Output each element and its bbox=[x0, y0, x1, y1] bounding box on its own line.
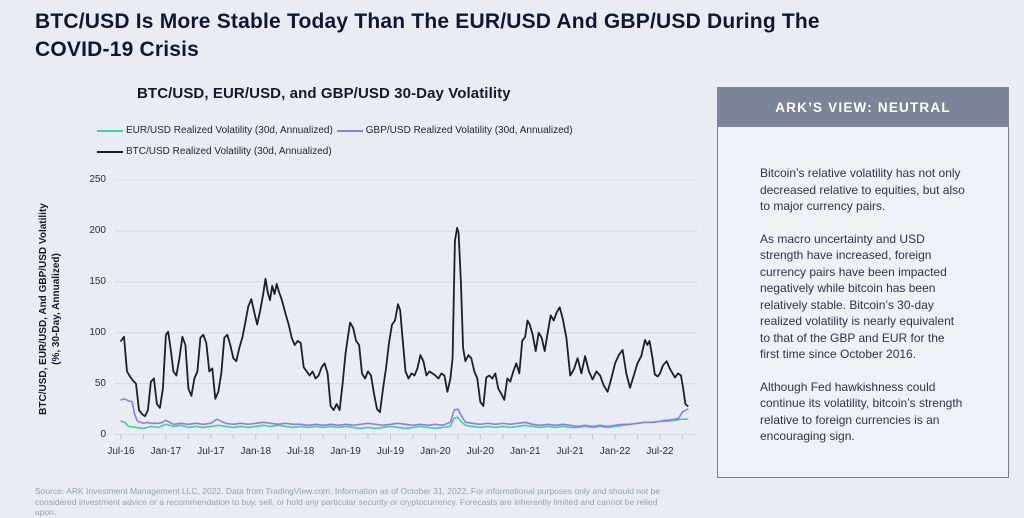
page-title-line2: COVID-19 Crisis bbox=[35, 37, 200, 61]
y-tick-label-50: 50 bbox=[94, 377, 106, 389]
x-tick-label-Jan-20: Jan-20 bbox=[420, 446, 451, 457]
y-axis-label-line1: BTC/USD, EUR/USD, And GBP/USD Volatility bbox=[38, 203, 49, 415]
arks-view-body: Bitcoin’s relative volatility has not on… bbox=[717, 127, 1009, 478]
legend-item-gbpusd: GBP/USD Realized Volatility (30d, Annual… bbox=[336, 125, 573, 136]
x-tick-label-Jul-20: Jul-20 bbox=[466, 446, 494, 457]
y-tick-label-150: 150 bbox=[89, 275, 106, 287]
legend-row-2: BTC/USD Realized Volatility (30d, Annual… bbox=[97, 146, 677, 157]
x-tick-label-Jan-22: Jan-22 bbox=[599, 446, 631, 457]
arks-view-card: ARK’S VIEW: NEUTRAL Bitcoin’s relative v… bbox=[717, 87, 1009, 478]
x-tick-label-Jan-18: Jan-18 bbox=[240, 446, 272, 457]
x-tick-label-Jan-21: Jan-21 bbox=[509, 446, 541, 457]
gbpusd-line-swatch-icon bbox=[336, 129, 363, 132]
page-title: BTC/USD Is More Stable Today Than The EU… bbox=[35, 8, 975, 63]
y-tick-label-100: 100 bbox=[89, 326, 106, 338]
chart-title: BTC/USD, EUR/USD, and GBP/USD 30-Day Vol… bbox=[137, 85, 511, 102]
legend-item-eurusd: EUR/USD Realized Volatility (30d, Annual… bbox=[97, 125, 333, 136]
y-axis-label: BTC/USD, EUR/USD, And GBP/USD Volatility… bbox=[37, 164, 67, 454]
x-tick-label-Jul-22: Jul-22 bbox=[646, 446, 674, 457]
legend-row-1: EUR/USD Realized Volatility (30d, Annual… bbox=[97, 125, 677, 136]
x-tick-label-Jul-17: Jul-17 bbox=[197, 446, 225, 457]
x-tick-label-Jul-16: Jul-16 bbox=[107, 446, 135, 457]
y-tick-label-0: 0 bbox=[100, 428, 106, 440]
x-tick-label-Jul-21: Jul-21 bbox=[556, 446, 584, 457]
series-line-2 bbox=[120, 227, 689, 418]
legend-item-btcusd: BTC/USD Realized Volatility (30d, Annual… bbox=[97, 146, 332, 157]
y-axis-label-line2: (%, 30-Day, Annualized) bbox=[51, 253, 62, 365]
arks-view-paragraph-2: As macro uncertainty and USD strength ha… bbox=[760, 231, 955, 362]
legend-label-btcusd: BTC/USD Realized Volatility (30d, Annual… bbox=[126, 146, 332, 157]
y-tick-label-200: 200 bbox=[89, 224, 106, 236]
x-tick-label-Jan-17: Jan-17 bbox=[150, 446, 182, 457]
arks-view-paragraph-3: Although Fed hawkishness could continue … bbox=[760, 379, 963, 444]
arks-view-header: ARK’S VIEW: NEUTRAL bbox=[717, 87, 1009, 127]
x-tick-label-Jul-18: Jul-18 bbox=[287, 446, 315, 457]
legend-label-eurusd: EUR/USD Realized Volatility (30d, Annual… bbox=[126, 125, 333, 136]
chart-legend: EUR/USD Realized Volatility (30d, Annual… bbox=[97, 125, 677, 167]
legend-label-gbpusd: GBP/USD Realized Volatility (30d, Annual… bbox=[365, 125, 573, 136]
source-note: Source: ARK Investment Management LLC, 2… bbox=[35, 486, 660, 517]
volatility-line-chart bbox=[115, 180, 697, 439]
y-tick-label-250: 250 bbox=[89, 174, 106, 186]
page-title-line1: BTC/USD Is More Stable Today Than The EU… bbox=[35, 10, 820, 33]
plot-area bbox=[115, 180, 697, 440]
series-line-0 bbox=[120, 416, 689, 430]
arks-view-paragraph-1: Bitcoin’s relative volatility has not on… bbox=[760, 166, 965, 213]
x-tick-label-Jan-19: Jan-19 bbox=[330, 446, 361, 457]
eurusd-line-swatch-icon bbox=[97, 129, 123, 132]
series-line-1 bbox=[120, 398, 689, 428]
x-tick-label-Jul-19: Jul-19 bbox=[376, 446, 405, 457]
btcusd-line-swatch-icon bbox=[97, 150, 123, 153]
